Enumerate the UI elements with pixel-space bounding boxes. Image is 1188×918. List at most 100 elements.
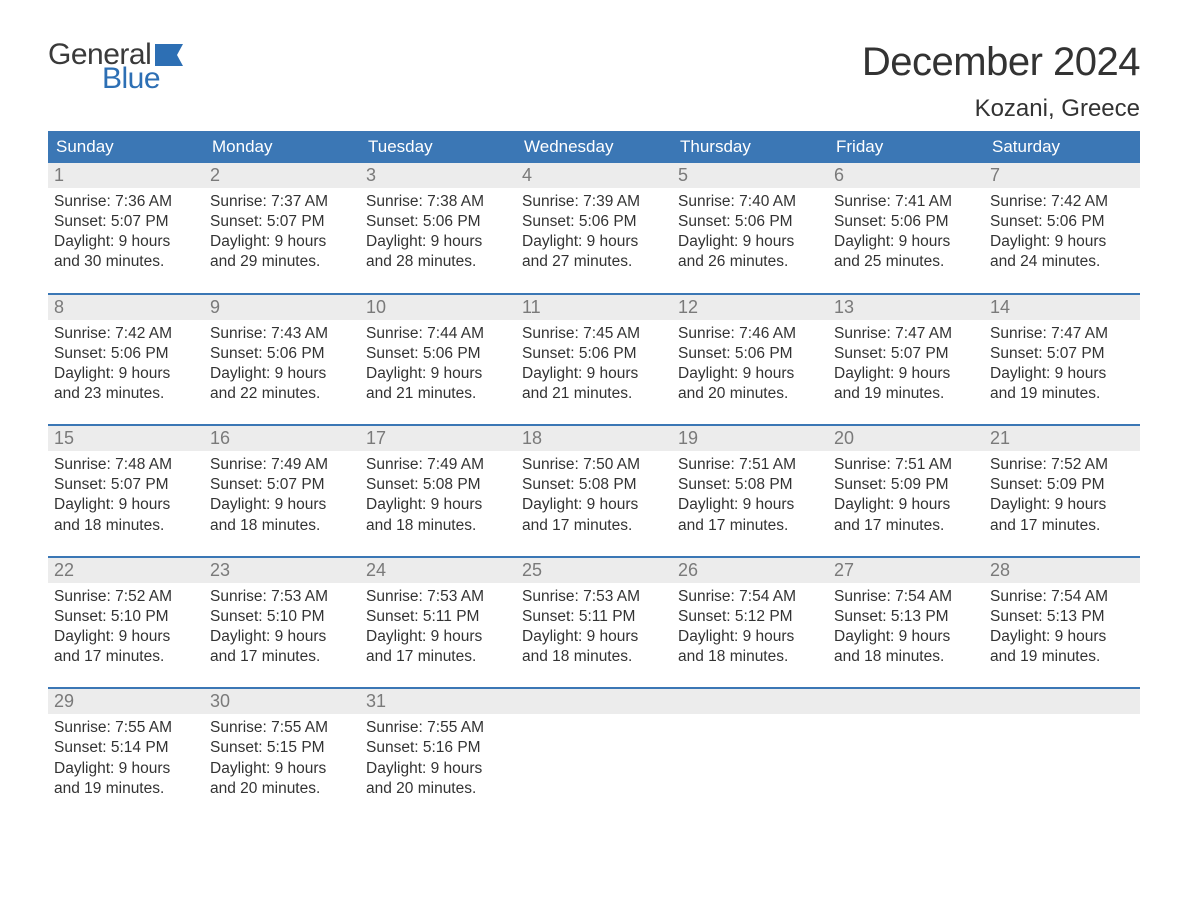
day-number: 3	[360, 163, 516, 188]
sunrise-text: Sunrise: 7:46 AM	[678, 324, 822, 344]
month-title: December 2024	[862, 40, 1140, 85]
daylight-text: and 18 minutes.	[522, 647, 666, 667]
daylight-text: and 18 minutes.	[366, 516, 510, 536]
daylight-text: Daylight: 9 hours	[54, 495, 198, 515]
sunrise-text: Sunrise: 7:49 AM	[366, 455, 510, 475]
daynum-strip: 22232425262728	[48, 558, 1140, 583]
sunrise-text: Sunrise: 7:48 AM	[54, 455, 198, 475]
daylight-text: and 27 minutes.	[522, 252, 666, 272]
sunrise-text: Sunrise: 7:52 AM	[990, 455, 1134, 475]
sunrise-text: Sunrise: 7:42 AM	[990, 192, 1134, 212]
daylight-text: and 17 minutes.	[210, 647, 354, 667]
day-number: 25	[516, 558, 672, 583]
day-cell: Sunrise: 7:51 AMSunset: 5:09 PMDaylight:…	[828, 451, 984, 542]
sunrise-text: Sunrise: 7:50 AM	[522, 455, 666, 475]
sunset-text: Sunset: 5:15 PM	[210, 738, 354, 758]
sunrise-text: Sunrise: 7:44 AM	[366, 324, 510, 344]
day-number	[672, 689, 828, 714]
sunrise-text: Sunrise: 7:54 AM	[678, 587, 822, 607]
day-cell: Sunrise: 7:47 AMSunset: 5:07 PMDaylight:…	[828, 320, 984, 411]
weekday-header-row: Sunday Monday Tuesday Wednesday Thursday…	[48, 131, 1140, 163]
daylight-text: and 28 minutes.	[366, 252, 510, 272]
sunset-text: Sunset: 5:13 PM	[990, 607, 1134, 627]
day-cell: Sunrise: 7:40 AMSunset: 5:06 PMDaylight:…	[672, 188, 828, 279]
day-number: 11	[516, 295, 672, 320]
sunset-text: Sunset: 5:06 PM	[54, 344, 198, 364]
day-number: 15	[48, 426, 204, 451]
day-number: 9	[204, 295, 360, 320]
day-cell: Sunrise: 7:51 AMSunset: 5:08 PMDaylight:…	[672, 451, 828, 542]
sunrise-text: Sunrise: 7:51 AM	[678, 455, 822, 475]
logo-text-blue: Blue	[102, 64, 183, 94]
sunset-text: Sunset: 5:06 PM	[678, 212, 822, 232]
sunrise-text: Sunrise: 7:55 AM	[366, 718, 510, 738]
day-number: 4	[516, 163, 672, 188]
sunset-text: Sunset: 5:09 PM	[990, 475, 1134, 495]
sunrise-text: Sunrise: 7:55 AM	[210, 718, 354, 738]
day-cell: Sunrise: 7:55 AMSunset: 5:15 PMDaylight:…	[204, 714, 360, 805]
sunrise-text: Sunrise: 7:54 AM	[834, 587, 978, 607]
location-label: Kozani, Greece	[862, 95, 1140, 123]
daynum-strip: 1234567	[48, 163, 1140, 188]
sunrise-text: Sunrise: 7:53 AM	[366, 587, 510, 607]
sunset-text: Sunset: 5:06 PM	[522, 344, 666, 364]
day-number	[516, 689, 672, 714]
daylight-text: and 17 minutes.	[522, 516, 666, 536]
day-cell: Sunrise: 7:45 AMSunset: 5:06 PMDaylight:…	[516, 320, 672, 411]
sunset-text: Sunset: 5:07 PM	[990, 344, 1134, 364]
day-cell: Sunrise: 7:53 AMSunset: 5:11 PMDaylight:…	[360, 583, 516, 674]
day-cell: Sunrise: 7:50 AMSunset: 5:08 PMDaylight:…	[516, 451, 672, 542]
day-cell: Sunrise: 7:49 AMSunset: 5:08 PMDaylight:…	[360, 451, 516, 542]
daylight-text: Daylight: 9 hours	[522, 495, 666, 515]
sunset-text: Sunset: 5:06 PM	[834, 212, 978, 232]
day-number: 7	[984, 163, 1140, 188]
daylight-text: Daylight: 9 hours	[54, 759, 198, 779]
daylight-text: Daylight: 9 hours	[990, 232, 1134, 252]
sunrise-text: Sunrise: 7:45 AM	[522, 324, 666, 344]
weekday-header: Friday	[828, 131, 984, 163]
daylight-text: and 23 minutes.	[54, 384, 198, 404]
sunrise-text: Sunrise: 7:41 AM	[834, 192, 978, 212]
day-number: 14	[984, 295, 1140, 320]
logo: General Blue	[48, 40, 183, 94]
sunset-text: Sunset: 5:11 PM	[522, 607, 666, 627]
day-cell	[828, 714, 984, 805]
day-cell	[672, 714, 828, 805]
sunset-text: Sunset: 5:06 PM	[522, 212, 666, 232]
daylight-text: and 20 minutes.	[210, 779, 354, 799]
daylight-text: and 17 minutes.	[54, 647, 198, 667]
calendar-week: 1234567Sunrise: 7:36 AMSunset: 5:07 PMDa…	[48, 163, 1140, 279]
daylight-text: Daylight: 9 hours	[366, 232, 510, 252]
daylight-text: Daylight: 9 hours	[54, 232, 198, 252]
sunrise-text: Sunrise: 7:42 AM	[54, 324, 198, 344]
day-number: 26	[672, 558, 828, 583]
day-cell: Sunrise: 7:49 AMSunset: 5:07 PMDaylight:…	[204, 451, 360, 542]
sunset-text: Sunset: 5:14 PM	[54, 738, 198, 758]
daylight-text: Daylight: 9 hours	[678, 364, 822, 384]
sunset-text: Sunset: 5:16 PM	[366, 738, 510, 758]
daylight-text: and 17 minutes.	[990, 516, 1134, 536]
day-cell: Sunrise: 7:46 AMSunset: 5:06 PMDaylight:…	[672, 320, 828, 411]
day-number: 27	[828, 558, 984, 583]
sunset-text: Sunset: 5:07 PM	[54, 475, 198, 495]
sunset-text: Sunset: 5:06 PM	[366, 212, 510, 232]
calendar-week: 22232425262728 Sunrise: 7:52 AM Sunset: 5:…	[48, 556, 1140, 674]
day-number: 29	[48, 689, 204, 714]
daylight-text: Daylight: 9 hours	[522, 364, 666, 384]
weekday-header: Wednesday	[516, 131, 672, 163]
sunrise-text: Sunrise: 7:54 AM	[990, 587, 1134, 607]
day-cell: Sunrise: 7:36 AMSunset: 5:07 PMDaylight:…	[48, 188, 204, 279]
daylight-text: Daylight: 9 hours	[678, 495, 822, 515]
day-cell: Sunrise: 7:43 AMSunset: 5:06 PMDaylight:…	[204, 320, 360, 411]
sunset-text: Sunset: 5:06 PM	[678, 344, 822, 364]
day-number: 31	[360, 689, 516, 714]
daylight-text: Daylight: 9 hours	[366, 627, 510, 647]
sunrise-text: Sunrise: 7:52 AM	[54, 587, 198, 607]
daylight-text: and 22 minutes.	[210, 384, 354, 404]
daylight-text: Daylight: 9 hours	[54, 627, 198, 647]
day-number: 6	[828, 163, 984, 188]
daylight-text: and 25 minutes.	[834, 252, 978, 272]
day-cell: Sunrise: 7:54 AMSunset: 5:13 PMDaylight:…	[828, 583, 984, 674]
daylight-text: and 19 minutes.	[834, 384, 978, 404]
daynum-strip: 891011121314	[48, 295, 1140, 320]
